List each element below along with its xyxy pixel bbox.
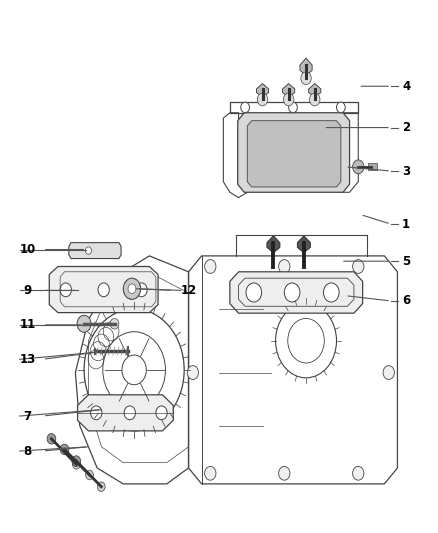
Polygon shape bbox=[78, 395, 173, 431]
Polygon shape bbox=[69, 243, 121, 259]
Circle shape bbox=[136, 283, 147, 297]
Circle shape bbox=[72, 456, 81, 466]
Circle shape bbox=[77, 316, 91, 332]
Circle shape bbox=[124, 406, 135, 419]
Circle shape bbox=[156, 406, 167, 419]
Circle shape bbox=[353, 260, 364, 273]
Circle shape bbox=[289, 102, 297, 113]
Polygon shape bbox=[297, 236, 311, 253]
Circle shape bbox=[241, 102, 250, 113]
Circle shape bbox=[98, 283, 110, 297]
Circle shape bbox=[123, 278, 141, 300]
Circle shape bbox=[205, 466, 216, 480]
Text: 6: 6 bbox=[402, 294, 410, 308]
Circle shape bbox=[97, 482, 105, 491]
Circle shape bbox=[205, 260, 216, 273]
Polygon shape bbox=[283, 84, 295, 97]
Polygon shape bbox=[267, 236, 280, 253]
Circle shape bbox=[310, 93, 320, 106]
Text: 1: 1 bbox=[402, 217, 410, 231]
Circle shape bbox=[284, 283, 300, 302]
Text: 12: 12 bbox=[180, 284, 197, 297]
Circle shape bbox=[279, 466, 290, 480]
Text: 7: 7 bbox=[24, 409, 32, 423]
Text: 3: 3 bbox=[402, 165, 410, 177]
Polygon shape bbox=[256, 84, 268, 97]
Circle shape bbox=[85, 247, 92, 254]
Text: 13: 13 bbox=[19, 353, 35, 366]
Circle shape bbox=[128, 284, 136, 294]
Circle shape bbox=[301, 72, 311, 85]
Text: 5: 5 bbox=[402, 255, 410, 268]
Polygon shape bbox=[368, 163, 377, 170]
Circle shape bbox=[91, 406, 102, 419]
Circle shape bbox=[60, 283, 71, 297]
Text: 10: 10 bbox=[19, 243, 35, 256]
Circle shape bbox=[85, 470, 93, 480]
Text: 2: 2 bbox=[402, 121, 410, 134]
Circle shape bbox=[353, 466, 364, 480]
Circle shape bbox=[323, 283, 339, 302]
Circle shape bbox=[60, 444, 69, 455]
Polygon shape bbox=[49, 266, 158, 313]
Polygon shape bbox=[309, 84, 321, 97]
Circle shape bbox=[73, 459, 80, 469]
Text: 8: 8 bbox=[23, 445, 32, 457]
Circle shape bbox=[47, 433, 56, 444]
Circle shape bbox=[336, 102, 345, 113]
Circle shape bbox=[187, 366, 198, 379]
Circle shape bbox=[257, 93, 268, 106]
Text: 9: 9 bbox=[23, 284, 32, 297]
Circle shape bbox=[383, 366, 394, 379]
Circle shape bbox=[246, 283, 261, 302]
Circle shape bbox=[279, 260, 290, 273]
Polygon shape bbox=[247, 120, 341, 187]
Polygon shape bbox=[238, 113, 350, 192]
Text: 4: 4 bbox=[402, 80, 410, 93]
Polygon shape bbox=[230, 272, 363, 313]
Circle shape bbox=[283, 93, 294, 106]
Polygon shape bbox=[300, 58, 312, 76]
Circle shape bbox=[353, 160, 364, 174]
Text: 11: 11 bbox=[19, 318, 35, 332]
Circle shape bbox=[110, 318, 119, 329]
